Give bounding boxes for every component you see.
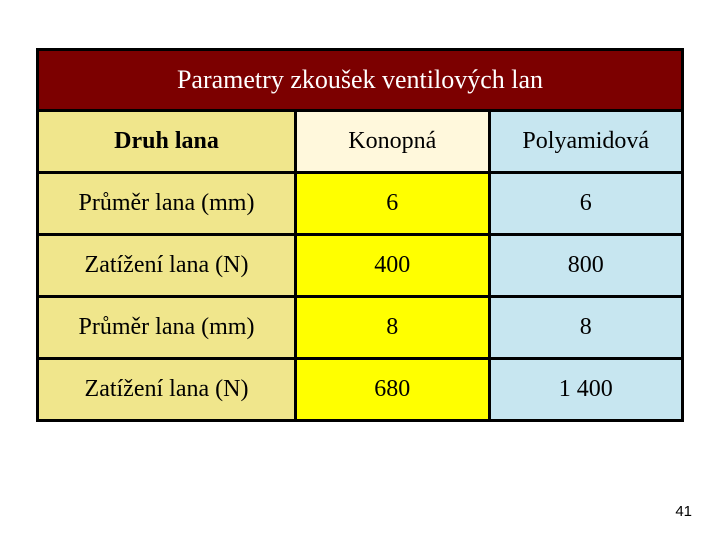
row-cell: 6	[489, 173, 683, 235]
row-cell: 800	[489, 235, 683, 297]
header-row: Druh lana Konopná Polyamidová	[38, 111, 683, 173]
table-row: Průměr lana (mm) 8 8	[38, 297, 683, 359]
slide-content: Parametry zkoušek ventilových lan Druh l…	[0, 0, 720, 422]
table-row: Zatížení lana (N) 680 1 400	[38, 359, 683, 421]
header-col2: Polyamidová	[489, 111, 683, 173]
row-cell: 680	[296, 359, 490, 421]
header-col1: Konopná	[296, 111, 490, 173]
table-row: Průměr lana (mm) 6 6	[38, 173, 683, 235]
row-cell: 1 400	[489, 359, 683, 421]
row-cell: 400	[296, 235, 490, 297]
row-label: Zatížení lana (N)	[38, 359, 296, 421]
parameters-table: Parametry zkoušek ventilových lan Druh l…	[36, 48, 684, 422]
table-row: Zatížení lana (N) 400 800	[38, 235, 683, 297]
row-label: Zatížení lana (N)	[38, 235, 296, 297]
row-cell: 6	[296, 173, 490, 235]
row-cell: 8	[296, 297, 490, 359]
title-row: Parametry zkoušek ventilových lan	[38, 50, 683, 111]
header-label: Druh lana	[38, 111, 296, 173]
page-number: 41	[675, 503, 692, 520]
row-cell: 8	[489, 297, 683, 359]
row-label: Průměr lana (mm)	[38, 297, 296, 359]
table-title: Parametry zkoušek ventilových lan	[38, 50, 683, 111]
row-label: Průměr lana (mm)	[38, 173, 296, 235]
